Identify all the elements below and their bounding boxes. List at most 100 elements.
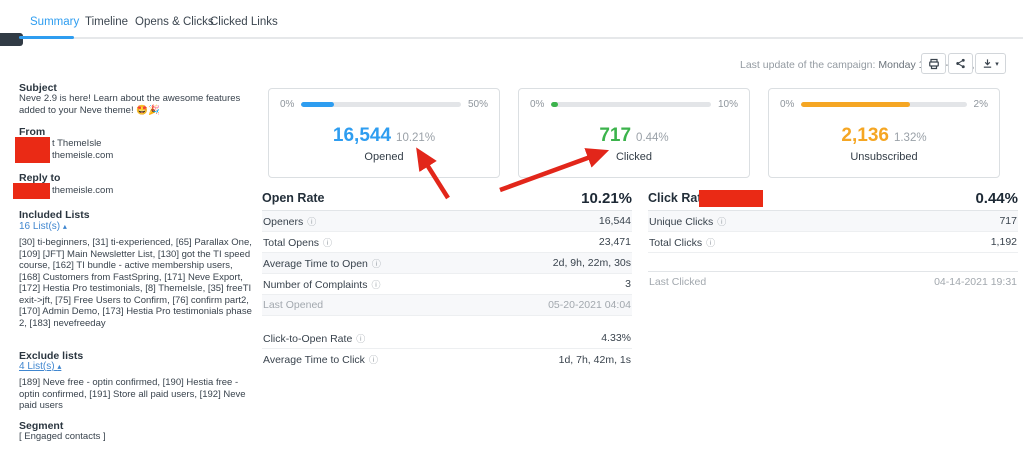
included-lists-link[interactable]: 16 List(s) ▴ <box>19 221 67 232</box>
stat-value: 05-20-2021 04:04 <box>548 299 631 311</box>
table-row: Unique Clicks ⓘ 717 <box>648 211 1018 232</box>
gauge-scale-max: 50% <box>467 99 488 110</box>
printer-icon <box>928 58 939 69</box>
caret-down-icon: ▾ <box>995 60 999 68</box>
gauge-card-unsubscribed: 0% 2% 2,136 1.32% Unsubscribed <box>768 88 1000 178</box>
gauge-scale-min: 0% <box>280 99 295 110</box>
gauge-track <box>301 102 461 107</box>
exclude-lists-text: [189] Neve free - optin confirmed, [190]… <box>19 377 246 411</box>
stat-label: Last Clicked <box>649 276 707 288</box>
stat-label: Total Opens <box>263 236 320 249</box>
reply-to-email: themeisle.com <box>52 185 114 196</box>
gauge-track <box>801 102 967 107</box>
info-icon[interactable]: ⓘ <box>717 216 727 227</box>
left-edge-dark-tab <box>0 33 23 46</box>
clicked-count: 717 <box>599 125 632 146</box>
stat-label: Last Opened <box>263 299 324 311</box>
included-lists-link-text: 16 List(s) <box>19 221 61 232</box>
info-icon[interactable]: ⓘ <box>323 237 333 248</box>
from-name: t ThemeIsle <box>52 138 102 149</box>
table-row: Total Clicks ⓘ 1,192 <box>648 232 1018 253</box>
stat-value: 4.33% <box>601 332 631 344</box>
gauge-fill <box>801 102 911 107</box>
table-row: Average Time to Click ⓘ 1d, 7h, 42m, 1s <box>262 349 632 370</box>
table-row: Click-to-Open Rate ⓘ 4.33% <box>262 328 632 349</box>
exclude-lists-link[interactable]: 4 List(s) ▴ <box>19 361 61 372</box>
info-icon[interactable]: ⓘ <box>307 216 317 227</box>
clicked-rate: 0.44% <box>636 132 669 144</box>
stat-label: Openers <box>263 215 304 228</box>
info-icon[interactable]: ⓘ <box>706 237 716 248</box>
download-button[interactable]: ▾ <box>975 53 1006 74</box>
info-icon[interactable]: ⓘ <box>371 279 381 290</box>
unsubscribed-count: 2,136 <box>841 125 889 146</box>
stat-value: 04-14-2021 19:31 <box>934 276 1017 288</box>
stat-label: Total Clicks <box>649 236 703 249</box>
table-row: Last Opened 05-20-2021 04:04 <box>262 295 632 316</box>
table-row: Openers ⓘ 16,544 <box>262 211 632 232</box>
gauge-scale-max: 10% <box>717 99 738 110</box>
info-icon[interactable]: ⓘ <box>368 355 378 365</box>
stat-label: Click-to-Open Rate <box>263 332 353 345</box>
included-lists-text: [30] ti-beginners, [31] ti-experienced, … <box>19 237 252 329</box>
open-rate-header: Open Rate 10.21% <box>262 186 632 211</box>
from-redaction-box <box>15 137 50 163</box>
opened-count: 16,544 <box>332 125 392 146</box>
gauge-fill <box>551 102 559 107</box>
table-row: Last Clicked 04-14-2021 19:31 <box>648 271 1018 292</box>
subject-text: Neve 2.9 is here! Learn about the awesom… <box>19 93 241 116</box>
stat-value: 717 <box>999 215 1017 227</box>
gauge-card-opened: 0% 50% 16,544 10.21% Opened <box>268 88 500 178</box>
gauge-track <box>551 102 711 107</box>
table-row: Number of Complaints ⓘ 3 <box>262 274 632 295</box>
stat-value: 3 <box>625 278 631 290</box>
reply-to-redaction-box <box>13 183 50 199</box>
share-button[interactable] <box>948 53 973 74</box>
gauge-card-clicked: 0% 10% 717 0.44% Clicked <box>518 88 750 178</box>
click-rate-value: 0.44% <box>975 189 1018 207</box>
stat-value: 1d, 7h, 42m, 1s <box>558 353 631 366</box>
info-icon[interactable]: ⓘ <box>371 258 381 269</box>
open-rate-title: Open Rate <box>262 191 325 205</box>
info-icon[interactable]: ⓘ <box>356 333 366 344</box>
tabbar-divider <box>0 37 1023 39</box>
opened-rate: 10.21% <box>396 132 436 144</box>
stat-label: Average Time to Click <box>263 354 365 366</box>
table-row: Total Opens ⓘ 23,471 <box>262 232 632 253</box>
share-icon <box>956 58 965 69</box>
stat-value: 16,544 <box>598 215 631 227</box>
click-rate-redaction-box <box>699 190 763 207</box>
segment-value: [ Engaged contacts ] <box>19 431 106 442</box>
print-button[interactable] <box>921 53 946 74</box>
tab-timeline[interactable]: Timeline <box>85 16 129 28</box>
stat-value: 1,192 <box>990 236 1017 248</box>
stat-value: 23,471 <box>598 236 631 248</box>
subject-label: Subject <box>19 82 57 94</box>
gauge-label: Clicked <box>615 151 653 163</box>
tab-clicked-links[interactable]: Clicked Links <box>210 16 278 28</box>
stat-value: 2d, 9h, 22m, 30s <box>552 257 631 269</box>
from-email: themeisle.com <box>52 150 114 161</box>
unsubscribed-rate: 1.32% <box>893 132 927 144</box>
exclude-lists-link-text: 4 List(s) <box>19 361 55 372</box>
active-tab-underline <box>19 36 74 39</box>
segment-label: Segment <box>19 420 64 432</box>
caret-up-icon: ▴ <box>57 362 62 371</box>
gauge-scale-max: 2% <box>973 99 988 110</box>
gauge-scale-min: 0% <box>780 99 795 110</box>
tab-opens-clicks[interactable]: Opens & Clicks <box>135 16 214 28</box>
caret-up-icon: ▴ <box>62 222 67 231</box>
stat-label: Unique Clicks <box>649 215 714 228</box>
gauge-label: Unsubscribed <box>850 151 918 163</box>
gauge-label: Opened <box>364 151 404 163</box>
tab-summary[interactable]: Summary <box>30 16 80 28</box>
click-rate-table: Click Rate 0.44% Unique Clicks ⓘ 717 Tota… <box>648 186 1018 292</box>
click-rate-title: Click Rate <box>648 191 709 205</box>
exclude-lists-label: Exclude lists <box>19 350 84 362</box>
gauge-fill <box>301 102 334 107</box>
included-lists-label: Included Lists <box>19 209 90 221</box>
click-rate-header: Click Rate 0.44% <box>648 186 1018 211</box>
last-update-label: Last update of the campaign: <box>740 59 876 71</box>
open-rate-table: Open Rate 10.21% Openers ⓘ 16,544 Total O… <box>262 186 632 370</box>
